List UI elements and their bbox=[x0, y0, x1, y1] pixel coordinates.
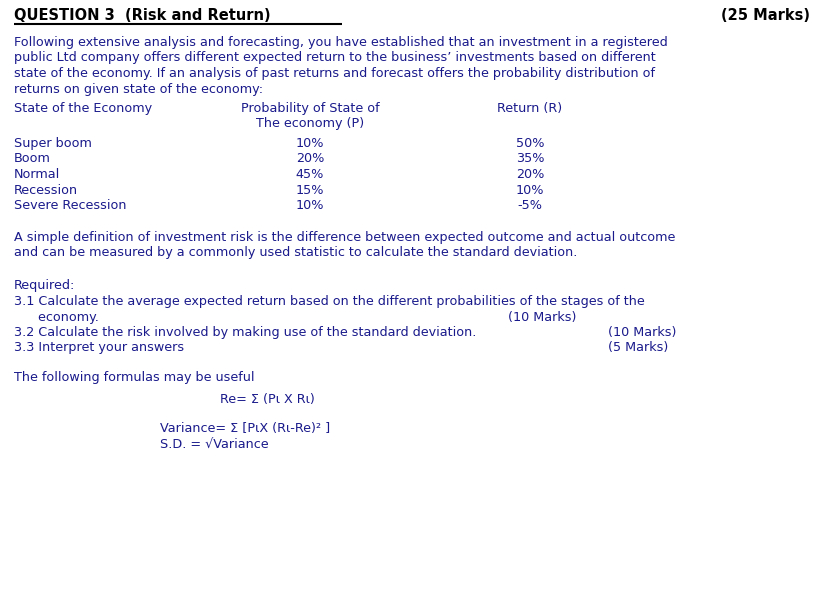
Text: -5%: -5% bbox=[518, 199, 543, 212]
Text: 3.3 Interpret your answers: 3.3 Interpret your answers bbox=[14, 342, 184, 354]
Text: Recession: Recession bbox=[14, 183, 78, 197]
Text: 10%: 10% bbox=[296, 199, 324, 212]
Text: QUESTION 3  (Risk and Return): QUESTION 3 (Risk and Return) bbox=[14, 8, 270, 23]
Text: 15%: 15% bbox=[296, 183, 324, 197]
Text: Probability of State of: Probability of State of bbox=[241, 102, 379, 115]
Text: 10%: 10% bbox=[515, 183, 544, 197]
Text: Re= Σ (Pι X Rι): Re= Σ (Pι X Rι) bbox=[220, 393, 315, 405]
Text: public Ltd company offers different expected return to the business’ investments: public Ltd company offers different expe… bbox=[14, 52, 656, 64]
Text: 45%: 45% bbox=[296, 168, 324, 181]
Text: 35%: 35% bbox=[515, 152, 544, 166]
Text: A simple definition of investment risk is the difference between expected outcom: A simple definition of investment risk i… bbox=[14, 231, 676, 243]
Text: 20%: 20% bbox=[516, 168, 544, 181]
Text: Return (R): Return (R) bbox=[497, 102, 562, 115]
Text: state of the economy. If an analysis of past returns and forecast offers the pro: state of the economy. If an analysis of … bbox=[14, 67, 655, 80]
Text: (25 Marks): (25 Marks) bbox=[721, 8, 810, 23]
Text: Super boom: Super boom bbox=[14, 137, 92, 150]
Text: State of the Economy: State of the Economy bbox=[14, 102, 152, 115]
Text: (10 Marks): (10 Marks) bbox=[608, 326, 677, 339]
Text: economy.: economy. bbox=[14, 311, 99, 324]
Text: 20%: 20% bbox=[296, 152, 324, 166]
Text: S.D. = √Variance: S.D. = √Variance bbox=[160, 438, 269, 450]
Text: (5 Marks): (5 Marks) bbox=[608, 342, 668, 354]
Text: and can be measured by a commonly used statistic to calculate the standard devia: and can be measured by a commonly used s… bbox=[14, 246, 577, 259]
Text: Required:: Required: bbox=[14, 279, 76, 293]
Text: 3.1 Calculate the average expected return based on the different probabilities o: 3.1 Calculate the average expected retur… bbox=[14, 295, 644, 308]
Text: Boom: Boom bbox=[14, 152, 51, 166]
Text: Normal: Normal bbox=[14, 168, 60, 181]
Text: Severe Recession: Severe Recession bbox=[14, 199, 127, 212]
Text: 10%: 10% bbox=[296, 137, 324, 150]
Text: Variance= Σ [PιX (Rι-Re)² ]: Variance= Σ [PιX (Rι-Re)² ] bbox=[160, 422, 330, 435]
Text: The economy (P): The economy (P) bbox=[256, 118, 364, 131]
Text: The following formulas may be useful: The following formulas may be useful bbox=[14, 371, 255, 384]
Text: (10 Marks): (10 Marks) bbox=[508, 311, 576, 324]
Text: returns on given state of the economy:: returns on given state of the economy: bbox=[14, 83, 263, 95]
Text: 3.2 Calculate the risk involved by making use of the standard deviation.: 3.2 Calculate the risk involved by makin… bbox=[14, 326, 477, 339]
Text: 50%: 50% bbox=[515, 137, 544, 150]
Text: Following extensive analysis and forecasting, you have established that an inves: Following extensive analysis and forecas… bbox=[14, 36, 667, 49]
